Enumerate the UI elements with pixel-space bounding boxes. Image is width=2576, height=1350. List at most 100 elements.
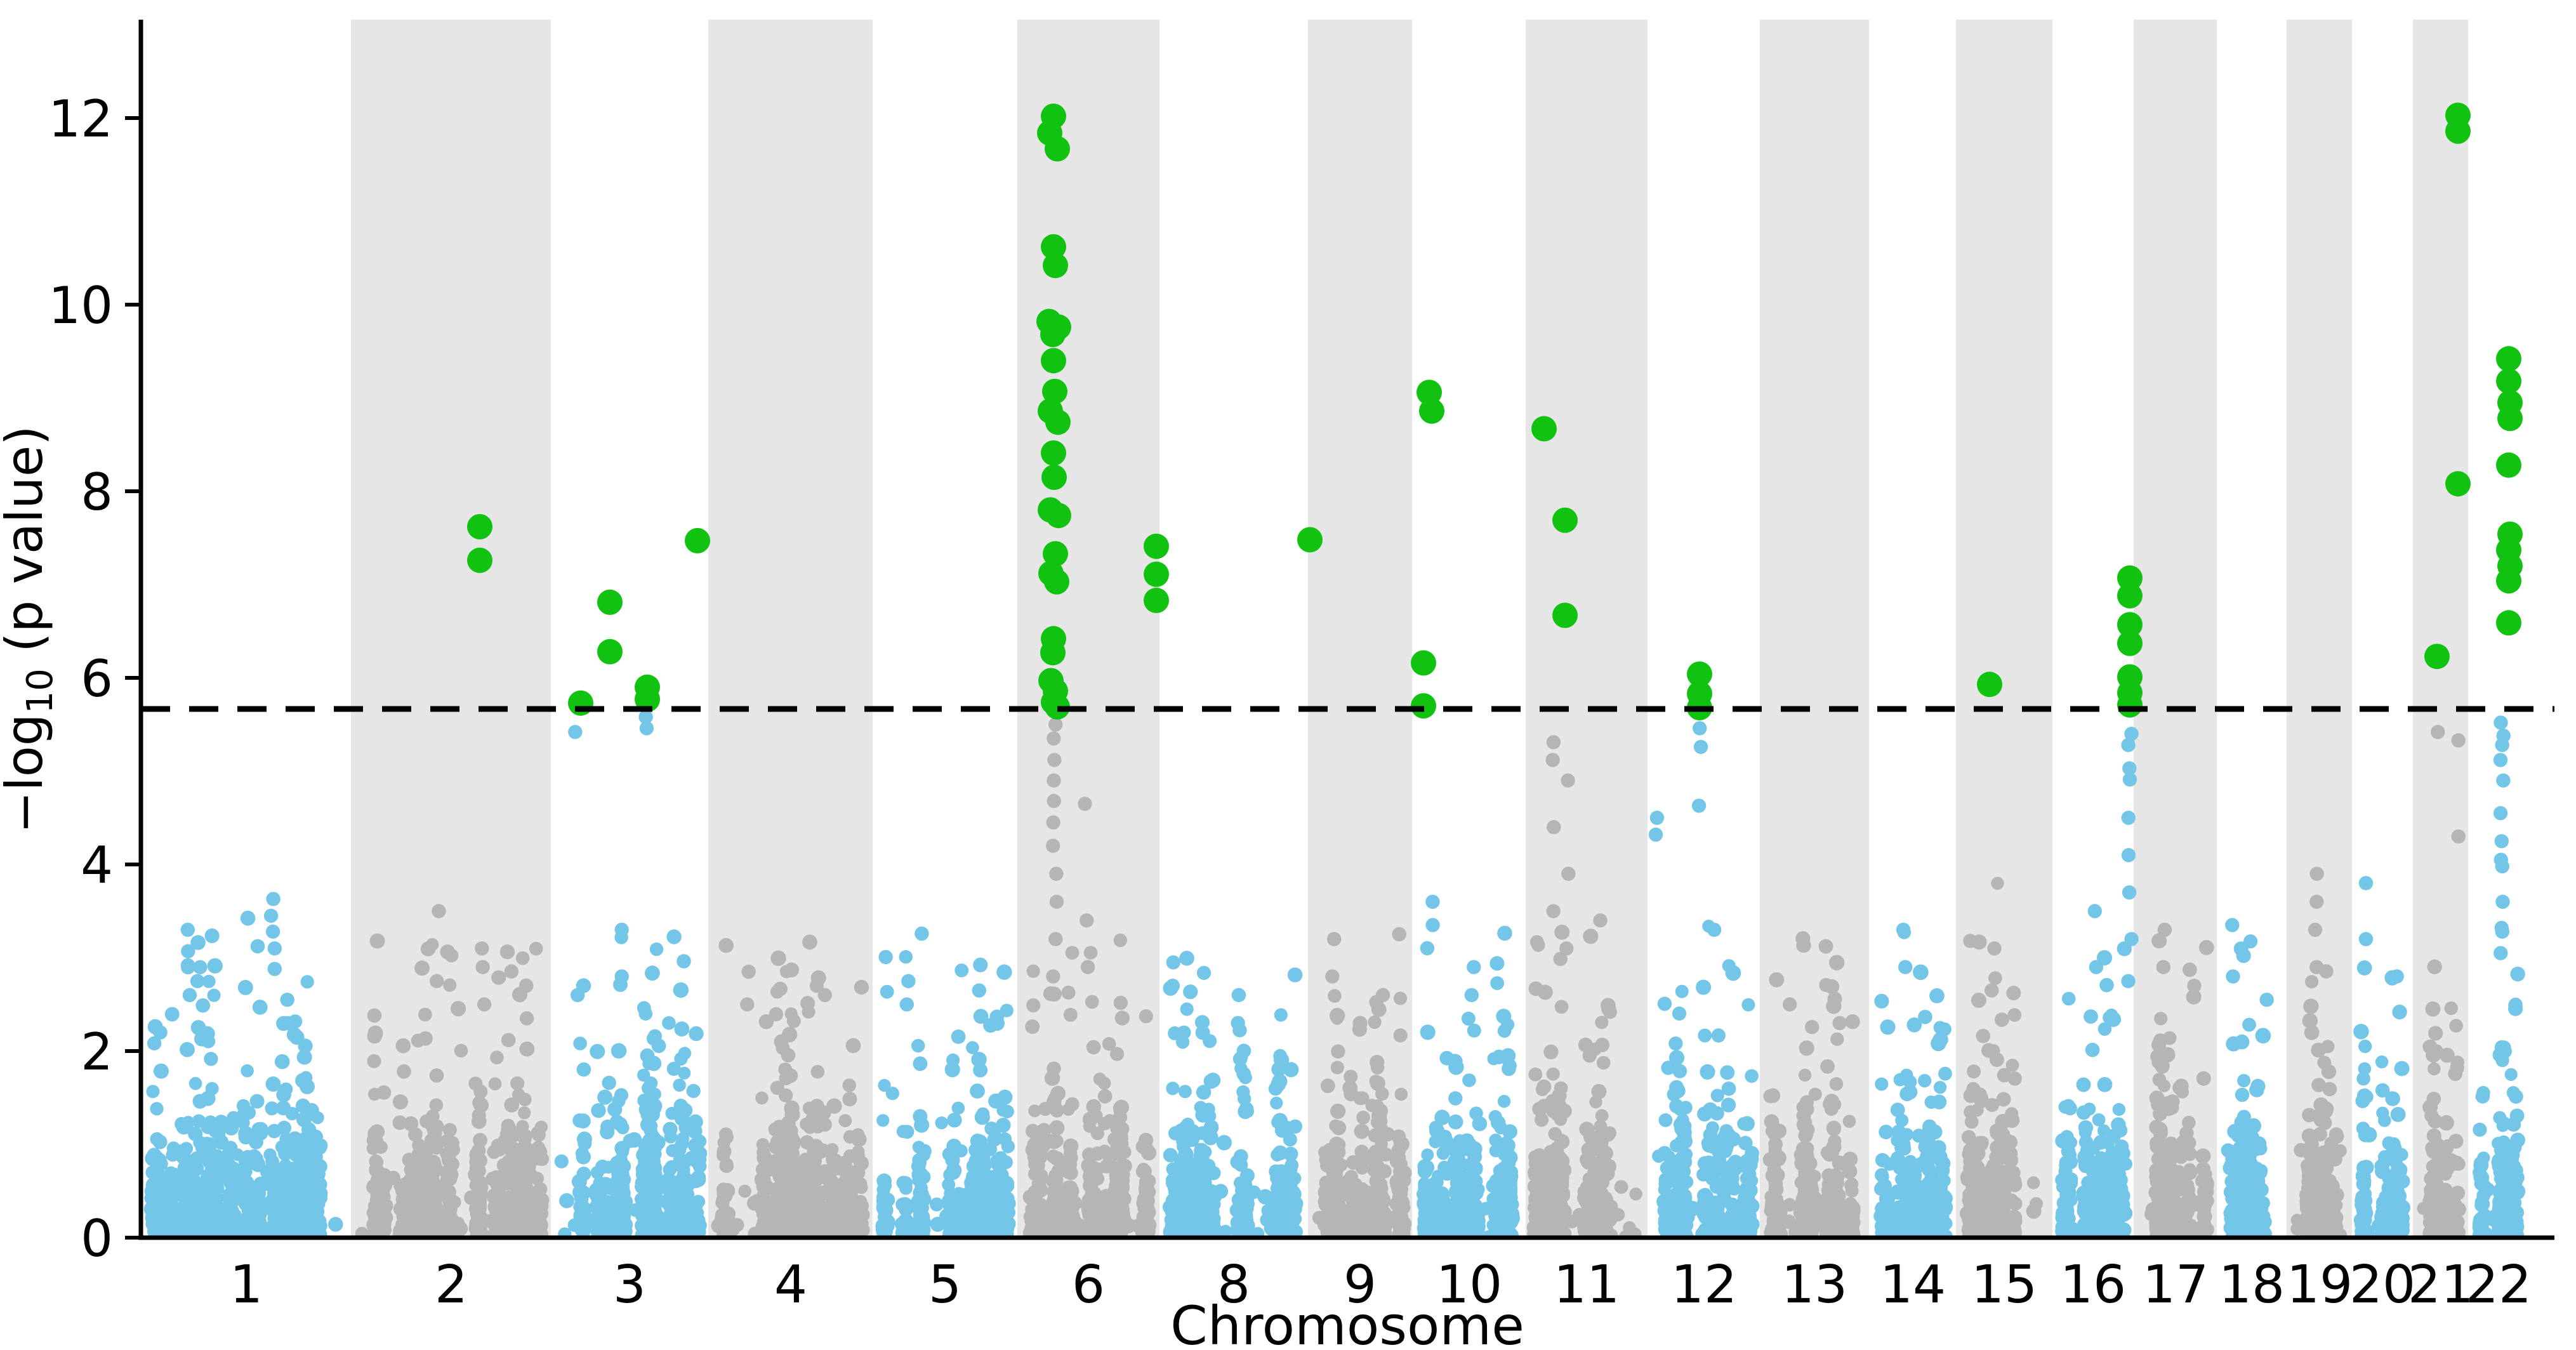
snp-point bbox=[1179, 1165, 1193, 1179]
snp-point bbox=[1062, 1165, 1076, 1180]
snp-point bbox=[392, 1094, 408, 1110]
snp-point bbox=[1479, 1201, 1493, 1215]
snp-point bbox=[692, 1218, 707, 1233]
snp-point bbox=[211, 1149, 225, 1163]
snp-point bbox=[300, 975, 314, 989]
snp-point bbox=[1000, 1003, 1014, 1017]
snp-point bbox=[176, 1119, 192, 1135]
snp-point bbox=[470, 1212, 485, 1228]
snp-point bbox=[236, 1099, 251, 1113]
snp-point bbox=[1180, 1002, 1194, 1016]
snp-point bbox=[1451, 1212, 1465, 1227]
snp-point bbox=[660, 1173, 675, 1187]
band-chr11 bbox=[1526, 20, 1648, 1238]
snp-point bbox=[1234, 1050, 1248, 1064]
snp-point bbox=[1320, 1078, 1335, 1094]
snp-point bbox=[686, 1083, 701, 1098]
snp-point bbox=[637, 1068, 651, 1082]
snp-point bbox=[1392, 927, 1406, 942]
snp-point bbox=[692, 1159, 707, 1174]
snp-point bbox=[597, 1089, 613, 1105]
snp-point bbox=[573, 1036, 587, 1050]
snp-point bbox=[227, 1161, 241, 1175]
snp-point bbox=[531, 1141, 545, 1155]
snp-point bbox=[473, 1133, 487, 1148]
snp-point bbox=[1064, 1184, 1080, 1198]
snp-point bbox=[499, 944, 515, 960]
snp-point bbox=[1417, 1199, 1432, 1214]
snp-point bbox=[1270, 1096, 1283, 1109]
snp-point bbox=[367, 1025, 383, 1041]
snp-point bbox=[738, 1184, 751, 1198]
snp-point bbox=[929, 1197, 944, 1212]
snp-point bbox=[1469, 1106, 1483, 1120]
snp-point bbox=[1368, 1155, 1382, 1169]
snp-point bbox=[1274, 1052, 1290, 1068]
snp-point bbox=[809, 1148, 822, 1161]
snp-point bbox=[1448, 1091, 1463, 1106]
snp-point bbox=[897, 1197, 913, 1212]
snp-point bbox=[510, 1076, 525, 1091]
snp-point bbox=[645, 965, 660, 981]
snp-point bbox=[1166, 1082, 1180, 1095]
snp-point bbox=[213, 1164, 228, 1179]
snp-point bbox=[1061, 985, 1076, 1000]
snp-point bbox=[1205, 1073, 1221, 1088]
snp-point bbox=[468, 1076, 483, 1091]
snp-point bbox=[377, 1168, 392, 1183]
snp-point bbox=[1113, 1131, 1128, 1146]
snp-point bbox=[1436, 1207, 1451, 1222]
snp-point bbox=[1241, 1219, 1255, 1233]
snp-point bbox=[508, 1177, 521, 1191]
snp-point bbox=[369, 933, 385, 949]
snp-point bbox=[1216, 1135, 1232, 1151]
snp-point bbox=[941, 1194, 955, 1208]
snp-point bbox=[289, 1029, 305, 1045]
snp-point bbox=[809, 1103, 823, 1116]
snp-point bbox=[880, 984, 894, 999]
snp-point bbox=[426, 1218, 440, 1232]
snp-point bbox=[614, 1088, 628, 1102]
snp-point bbox=[164, 1194, 178, 1210]
snp-point bbox=[176, 1213, 192, 1229]
band-chr2 bbox=[351, 20, 551, 1238]
snp-point bbox=[1437, 1194, 1451, 1208]
snp-point bbox=[1065, 946, 1080, 960]
snp-point bbox=[716, 1193, 730, 1208]
snp-point bbox=[810, 1195, 826, 1211]
snp-point bbox=[690, 1206, 704, 1220]
snp-point bbox=[1420, 941, 1435, 956]
snp-point bbox=[1081, 1200, 1095, 1214]
snp-point bbox=[504, 964, 519, 979]
snp-point bbox=[642, 1081, 656, 1095]
snp-point bbox=[1241, 1186, 1255, 1201]
snp-point bbox=[1113, 1104, 1126, 1117]
snp-point bbox=[1043, 986, 1059, 1002]
snp-point bbox=[1028, 1104, 1041, 1118]
snp-point bbox=[1113, 995, 1128, 1010]
snp-point bbox=[376, 1201, 392, 1216]
snp-point bbox=[441, 1153, 456, 1167]
snp-point bbox=[666, 1144, 679, 1158]
snp-point bbox=[576, 1113, 591, 1128]
snp-point bbox=[590, 1216, 604, 1231]
snp-point bbox=[1048, 1222, 1062, 1236]
snp-point bbox=[1397, 1200, 1411, 1214]
snp-point bbox=[190, 1161, 204, 1176]
snp-point bbox=[1492, 1191, 1507, 1205]
snp-point bbox=[674, 1021, 690, 1037]
snp-point bbox=[1344, 1087, 1359, 1102]
snp-point bbox=[518, 1141, 532, 1156]
snp-point bbox=[440, 1210, 456, 1225]
snp-point bbox=[1097, 1089, 1113, 1104]
snp-point bbox=[285, 1107, 299, 1121]
snp-point bbox=[1203, 1034, 1217, 1049]
snp-point bbox=[1236, 1085, 1250, 1099]
snp-point bbox=[1183, 984, 1198, 1000]
snp-point bbox=[576, 1062, 591, 1077]
snp-point bbox=[250, 939, 265, 954]
snp-point bbox=[955, 1188, 970, 1203]
snp-point bbox=[1548, 1127, 1562, 1141]
snp-point bbox=[1427, 1182, 1442, 1196]
snp-point bbox=[1113, 933, 1128, 948]
